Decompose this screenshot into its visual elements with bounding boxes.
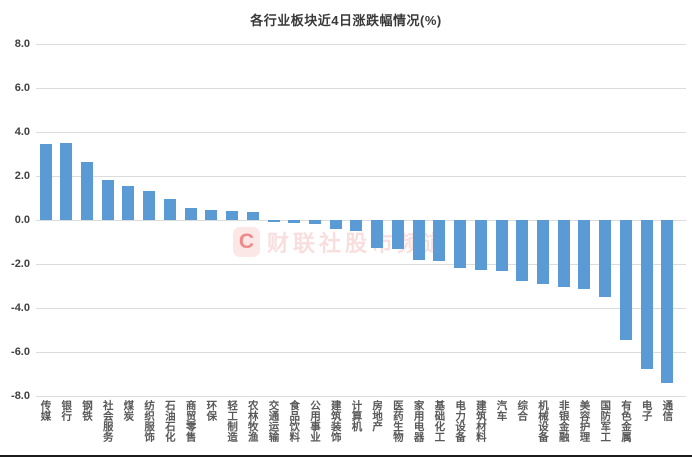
y-axis-tick-label: -8.0 [11, 389, 30, 402]
bar-石油石化 [163, 199, 176, 220]
x-axis-label-公用事业: 公用事业 [308, 400, 321, 442]
x-axis-label-建筑装饰: 建筑装饰 [329, 400, 342, 442]
bar-美容护理 [578, 220, 591, 290]
x-axis-label-社会服务: 社会服务 [101, 400, 114, 442]
x-axis-label-农林牧渔: 农林牧渔 [246, 400, 259, 442]
x-axis-label-汽车: 汽车 [495, 400, 508, 421]
bar-社会服务 [101, 180, 114, 220]
bar-银行 [60, 143, 73, 220]
x-axis-label-交通运输: 交通运输 [267, 400, 280, 442]
bar-交通运输 [267, 220, 280, 223]
y-axis-tick-label: 4.0 [14, 125, 30, 138]
bar-公用事业 [308, 220, 321, 225]
bar-钢铁 [80, 161, 93, 220]
y-axis-tick-label: -4.0 [11, 301, 30, 314]
x-axis-label-综合: 综合 [516, 400, 529, 421]
x-axis-label-传媒: 传媒 [39, 400, 52, 421]
gridline-8.0 [36, 43, 686, 45]
bar-非银金融 [557, 220, 570, 288]
x-axis-label-建筑材料: 建筑材料 [474, 400, 487, 442]
bar-计算机 [350, 220, 363, 231]
bar-纺织服饰 [143, 191, 156, 220]
gridline--8.0 [36, 395, 686, 397]
x-axis-label-商贸零售: 商贸零售 [184, 400, 197, 442]
y-axis-tick-label: 0.0 [14, 213, 30, 226]
y-axis-tick-label: 6.0 [14, 81, 30, 94]
bottom-border-line [0, 455, 692, 457]
x-axis-label-家用电器: 家用电器 [412, 400, 425, 442]
bar-汽车 [495, 220, 508, 271]
watermark-logo-letter: C [238, 230, 255, 253]
gridline--4.0 [36, 307, 686, 309]
gridline--6.0 [36, 351, 686, 353]
bar-有色金属 [619, 220, 632, 340]
x-axis-label-通信: 通信 [661, 400, 674, 421]
bar-房地产 [371, 220, 384, 248]
x-axis-label-房地产: 房地产 [371, 400, 384, 432]
bar-建筑材料 [474, 220, 487, 270]
bar-环保 [205, 210, 218, 220]
gridline--2.0 [36, 263, 686, 265]
bar-电子 [640, 220, 653, 369]
x-axis-label-国防军工: 国防军工 [599, 400, 612, 442]
chart-title: 各行业板块近4日涨跌幅情况(%) [250, 13, 442, 28]
y-axis-tick-label: 8.0 [14, 37, 30, 50]
bar-综合 [516, 220, 529, 281]
x-axis-label-医药生物: 医药生物 [391, 400, 404, 442]
x-axis-label-基础化工: 基础化工 [433, 400, 446, 442]
x-axis-label-食品饮料: 食品饮料 [288, 400, 301, 442]
x-axis-label-银行: 银行 [60, 400, 73, 421]
x-axis-label-石油石化: 石油石化 [163, 400, 176, 442]
y-axis-tick-label: 2.0 [14, 169, 30, 182]
x-axis-label-钢铁: 钢铁 [80, 400, 93, 421]
x-axis-label-电力设备: 电力设备 [454, 400, 467, 442]
bar-传媒 [39, 144, 52, 220]
bar-煤炭 [122, 185, 135, 220]
x-axis-label-纺织服饰: 纺织服饰 [143, 400, 156, 442]
gridline-2.0 [36, 175, 686, 177]
bar-国防军工 [599, 220, 612, 297]
x-axis-label-电子: 电子 [640, 400, 653, 421]
bar-医药生物 [391, 220, 404, 249]
bar-机械设备 [537, 220, 550, 284]
x-axis-label-美容护理: 美容护理 [578, 400, 591, 442]
bar-电力设备 [454, 220, 467, 269]
x-axis-label-非银金融: 非银金融 [557, 400, 570, 442]
bar-轻工制造 [226, 211, 239, 220]
x-axis-label-轻工制造: 轻工制造 [226, 400, 239, 442]
bar-基础化工 [433, 220, 446, 261]
x-axis-label-环保: 环保 [205, 400, 218, 421]
bar-食品饮料 [288, 220, 301, 224]
bar-通信 [661, 220, 674, 383]
y-axis-tick-label: -2.0 [11, 257, 30, 270]
y-axis-tick-label: -6.0 [11, 345, 30, 358]
x-axis-label-机械设备: 机械设备 [537, 400, 550, 442]
bar-建筑装饰 [329, 220, 342, 229]
x-axis-label-有色金属: 有色金属 [619, 400, 632, 442]
x-axis-label-煤炭: 煤炭 [122, 400, 135, 421]
bar-商贸零售 [184, 207, 197, 220]
x-axis-label-计算机: 计算机 [350, 400, 363, 432]
bar-家用电器 [412, 220, 425, 260]
bar-农林牧渔 [246, 212, 259, 220]
gridline-6.0 [36, 87, 686, 89]
cailianshe-logo-icon: C [233, 227, 260, 257]
gridline-4.0 [36, 131, 686, 133]
